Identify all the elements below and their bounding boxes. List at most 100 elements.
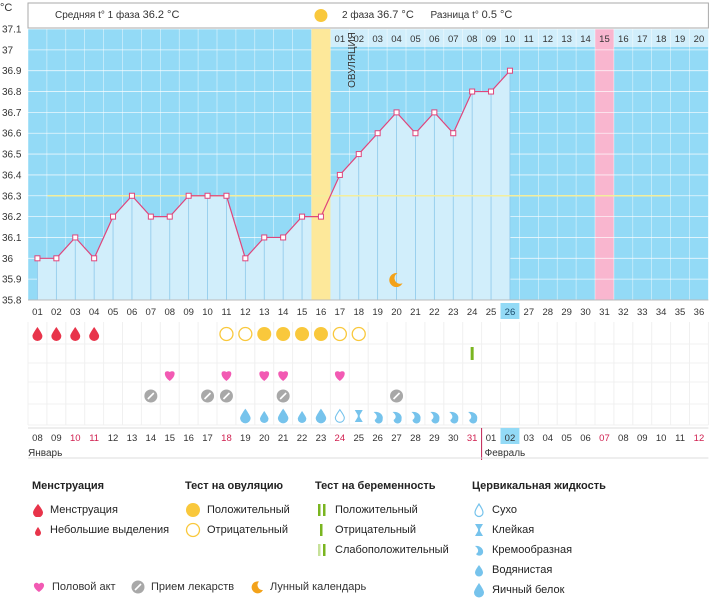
drop-icon [51,327,62,342]
moon-icon [389,273,403,288]
luteal-day-label: 02 [353,34,364,45]
legend-item-spotting: Небольшие выделения [32,520,169,540]
creamy-icon [475,545,484,556]
date-label: 08 [32,433,43,444]
creamy-icon [411,411,421,424]
temperature-point [223,192,230,199]
heart-icon [334,371,345,381]
pill-line [203,392,212,400]
temperature-point [469,88,476,95]
legend-label: Отрицательный [207,524,288,536]
drop-icon [334,408,345,423]
cycle-day-label: 22 [429,307,440,318]
temperature-point [242,255,249,262]
legend-item-menstruation: Менструация [32,500,169,520]
luteal-day-label: 11 [524,34,534,45]
y-tick-label: 36.5 [2,150,22,161]
date-label: 11 [675,433,685,444]
temperature-point [506,67,513,74]
pregnancy-test-icon [470,347,474,360]
date-label: 11 [89,433,99,444]
luteal-day-label: 08 [467,34,478,45]
date-label: 21 [278,433,289,444]
luteal-day-label: 16 [618,34,629,45]
drop-icon [315,408,327,424]
legend-label: Яичный белок [492,584,565,596]
cycle-day-label: 27 [524,307,535,318]
date-label: 30 [448,433,459,444]
luteal-day-label: 12 [542,34,553,45]
legend-cervical-title: Цервикальная жидкость [472,480,606,492]
date-label: 17 [202,433,213,444]
drop-icon [32,327,43,342]
luteal-day-label: 09 [486,34,497,45]
temperature-point [128,192,135,199]
legend-item-dry: Сухо [472,500,606,520]
temperature-point [34,255,41,262]
header-bar [27,2,709,29]
date-label: 24 [335,433,346,444]
temperature-point [450,130,457,137]
date-label: 09 [51,433,62,444]
temperature-point [317,213,324,220]
temperature-point [53,255,60,262]
legend-item-preg-weak: Слабоположительный [315,540,449,560]
date-label: 28 [410,433,421,444]
temperature-point [393,109,400,116]
phase2-value: 36.7 °C [376,9,414,21]
temperature-point [166,213,173,220]
legend-label: Прием лекарств [151,581,235,593]
y-tick-label: 36.1 [2,233,22,244]
cycle-day-label: 16 [316,307,327,318]
date-label: 29 [429,433,440,444]
eggwhite-drop-icon [474,583,484,598]
cycle-day-label: 06 [127,307,138,318]
legend-label: Лунный календарь [270,581,367,593]
drop-icon [240,408,251,424]
temperature-point [299,213,306,220]
legend-label: Сухо [492,504,517,516]
blood-drop-icon [33,504,43,517]
date-label: 20 [259,433,270,444]
temperature-point [336,171,343,178]
luteal-day-label: 10 [505,34,516,45]
date-label: 13 [127,433,138,444]
luteal-day-label: 19 [675,34,686,45]
y-tick-label: 35.9 [2,275,22,286]
luteal-day-label: 18 [656,34,667,45]
creamy-icon [468,411,478,424]
ovulation-test-negative-icon [332,326,348,342]
weak-bar-icon [318,544,326,556]
cycle-day-label: 29 [561,307,572,318]
drop-icon [277,408,289,424]
temperature-point [431,109,438,116]
y-tick-label: 37.1 [2,25,22,36]
moon-icon [251,581,263,594]
y-tick-label: 36.6 [2,129,22,140]
temperature-point [185,192,192,199]
watery-drop-icon [475,565,483,577]
heart-icon [259,371,270,381]
cycle-day-label: 26 [505,307,516,318]
diff-label: Разница t° [430,10,479,21]
temperature-point [204,192,211,199]
y-tick-label: 36.8 [2,87,22,98]
date-label: 22 [297,433,308,444]
legend-label: Кремообразная [492,544,573,556]
legend-item-ovu-negative: Отрицательный [185,520,290,540]
y-tick-label: 36 [2,254,14,265]
dry-drop-icon [474,502,484,518]
heart-icon [278,371,289,381]
cycle-day-label: 01 [32,307,43,318]
date-label: 04 [542,433,553,444]
ovulation-test-positive-icon [313,327,328,341]
sticky-icon [354,410,363,422]
drop-icon [89,327,100,342]
cycle-day-label: 07 [146,307,157,318]
double-bar-icon [318,504,326,516]
heart-icon [221,371,232,381]
cycle-day-label: 18 [353,307,364,318]
filled-circle-icon [186,503,200,517]
cycle-day-label: 30 [580,307,591,318]
